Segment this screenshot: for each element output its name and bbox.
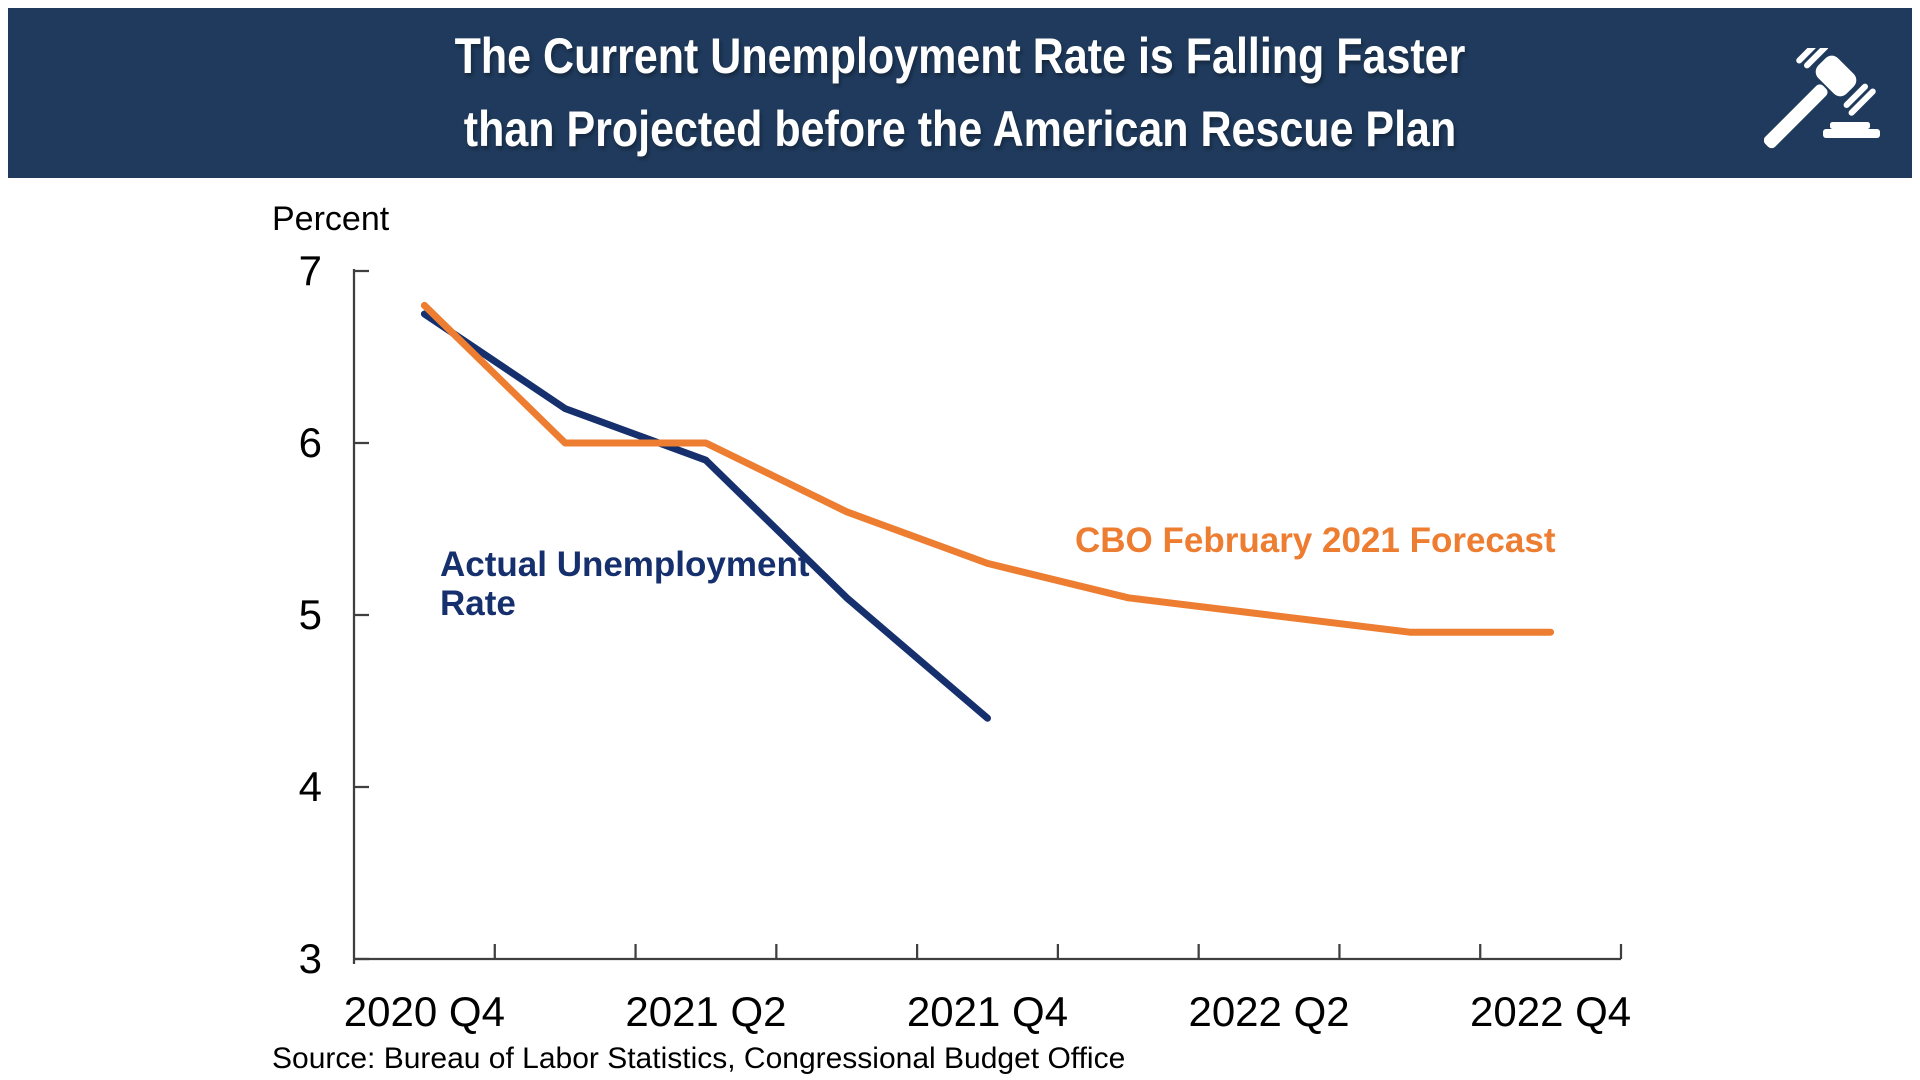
cbo-series-label: CBO February 2021 Forecast bbox=[1075, 521, 1556, 560]
y-tick-label: 5 bbox=[298, 591, 322, 638]
x-tick-label: 2021 Q2 bbox=[625, 988, 787, 1035]
y-tick-label: 4 bbox=[298, 763, 322, 810]
y-tick-label: 6 bbox=[298, 419, 322, 466]
gavel-icon bbox=[1764, 48, 1880, 149]
y-tick-label: 3 bbox=[298, 935, 322, 982]
source-note: Source: Bureau of Labor Statistics, Cong… bbox=[272, 1042, 1126, 1075]
y-axis-title: Percent bbox=[272, 200, 390, 238]
page-title: The Current Unemployment Rate is Falling… bbox=[8, 20, 1912, 166]
y-tick-label: 7 bbox=[298, 247, 322, 294]
series-line-cbo-forecast bbox=[420, 301, 1555, 636]
actual-series-label: Actual Unemployment Rate bbox=[440, 545, 810, 623]
page-title-line-1: The Current Unemployment Rate is Falling… bbox=[454, 28, 1466, 84]
page-title-line-2: than Projected before the American Rescu… bbox=[463, 101, 1457, 157]
series-line-actual bbox=[420, 310, 991, 722]
x-tick-label: 2022 Q2 bbox=[1188, 988, 1350, 1035]
x-tick-label: 2022 Q4 bbox=[1470, 988, 1632, 1035]
x-tick-label: 2020 Q4 bbox=[343, 988, 505, 1035]
x-tick-label: 2021 Q4 bbox=[906, 988, 1069, 1035]
header-banner: The Current Unemployment Rate is Falling… bbox=[8, 8, 1912, 178]
